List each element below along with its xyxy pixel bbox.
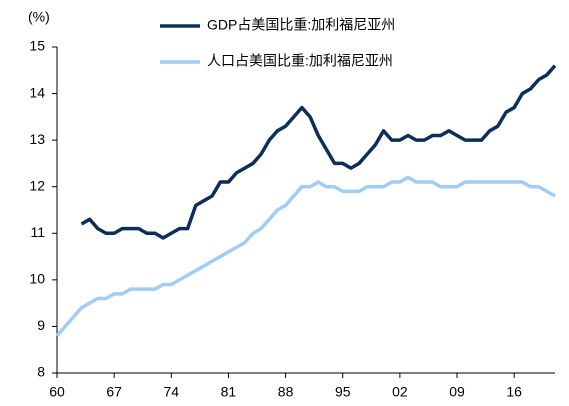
y-tick-label: 13 — [29, 131, 45, 147]
x-tick-label: 09 — [449, 384, 465, 400]
y-tick-label: 14 — [29, 84, 45, 100]
y-axis-label: (%) — [28, 9, 50, 25]
line-series — [55, 175, 556, 337]
y-tick-label: 11 — [30, 224, 45, 240]
x-tick-label: 67 — [106, 384, 122, 400]
legend-label: 人口占美国比重:加利福尼亚州 — [207, 53, 393, 69]
y-tick-label: 10 — [29, 271, 45, 287]
y-tick-label: 15 — [29, 38, 45, 54]
y-tick-label: 12 — [29, 177, 45, 193]
x-tick-label: 16 — [506, 384, 522, 400]
y-tick-label: 8 — [37, 364, 45, 380]
x-tick-label: 95 — [335, 384, 351, 400]
y-tick-label: 9 — [37, 317, 45, 333]
line-series — [80, 64, 557, 240]
x-tick-label: 60 — [49, 384, 65, 400]
legend-label: GDP占美国比重:加利福尼亚州 — [207, 17, 395, 33]
x-tick-label: 81 — [221, 384, 237, 400]
x-tick-label: 02 — [392, 384, 408, 400]
x-tick-label: 74 — [164, 384, 180, 400]
x-tick-label: 88 — [278, 384, 294, 400]
